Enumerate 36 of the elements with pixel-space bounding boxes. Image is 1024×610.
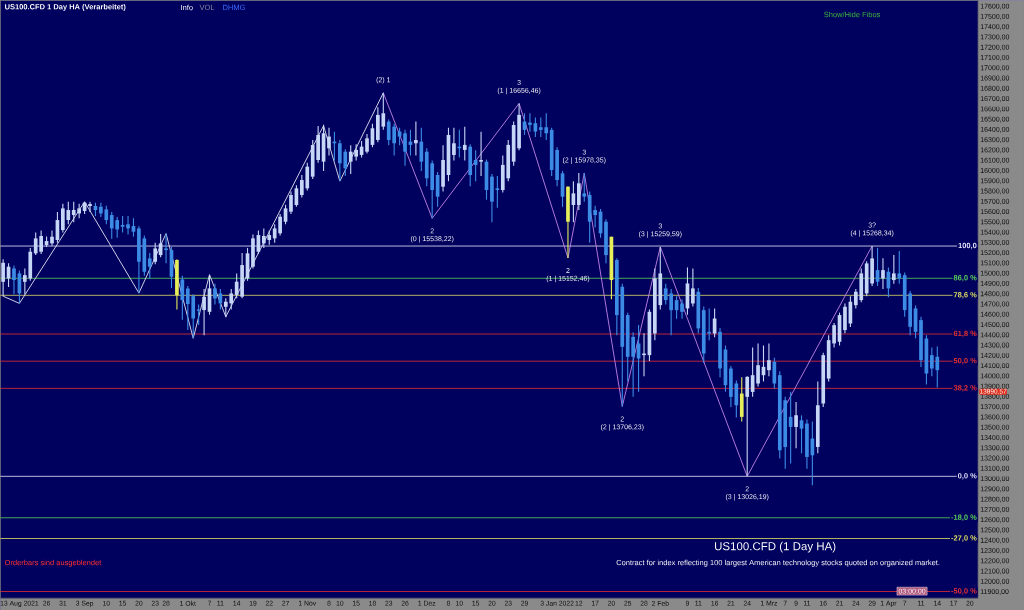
candlestick [88,201,92,213]
candlestick [365,133,369,154]
candlestick [739,376,744,422]
candlestick [153,242,158,265]
candlestick [756,342,760,388]
candlestick [843,302,847,334]
candlestick [680,298,684,320]
candlestick [1,258,5,297]
candlestick [576,172,581,211]
candlestick [147,252,152,280]
candlestick [745,375,750,477]
candlestick [582,172,587,203]
candlestick [50,229,54,247]
candlestick [414,120,418,156]
candlestick [327,127,331,156]
candlestick [126,215,130,236]
candlestick [403,129,407,167]
candlestick [897,250,902,285]
candlestick [767,342,771,377]
candlestick [495,175,500,209]
candlestick [479,131,483,177]
candlestick [452,127,456,162]
candlestick [202,288,206,336]
candlestick [891,254,896,285]
candlestick [164,233,168,264]
candlestick [419,127,424,172]
candlestick [881,257,885,290]
candlestick [196,303,201,326]
candlestick [289,190,293,215]
candlestick [528,112,532,133]
candlestick [462,126,467,162]
candlestick [691,267,695,307]
candlestick [213,283,217,305]
text: US100.CFD (1 Day HA) [714,541,836,553]
candlestick [12,264,16,295]
candlestick [794,401,798,449]
